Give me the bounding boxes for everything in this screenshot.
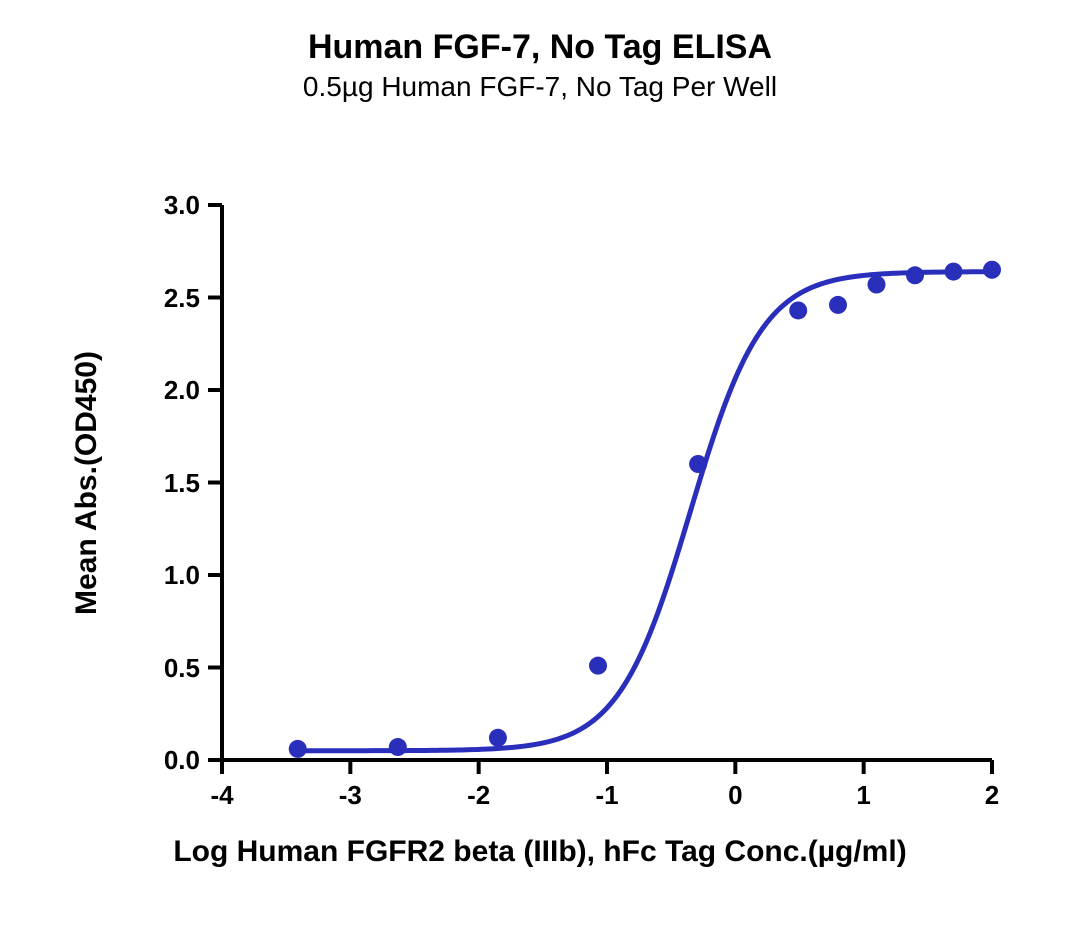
y-axis-label: Mean Abs.(OD450) [70,351,104,615]
data-point [589,657,607,675]
y-tick-label: 3.0 [130,190,200,221]
data-point [983,261,1001,279]
data-point [289,740,307,758]
y-tick-label: 1.5 [130,468,200,499]
data-point [689,455,707,473]
x-tick-label: -3 [310,780,390,811]
x-tick-label: 1 [824,780,904,811]
x-tick-label: 0 [695,780,775,811]
x-tick-label: -1 [567,780,647,811]
x-tick-label: -2 [439,780,519,811]
fit-curve [298,272,992,751]
y-tick-label: 2.5 [130,283,200,314]
x-axis-label: Log Human FGFR2 beta (IIIb), hFc Tag Con… [0,835,1080,869]
data-point [389,738,407,756]
data-point [789,301,807,319]
y-tick-label: 1.0 [130,560,200,591]
data-point [489,729,507,747]
chart-container: Human FGF-7, No Tag ELISA 0.5µg Human FG… [0,0,1080,935]
y-tick-label: 2.0 [130,375,200,406]
x-tick-label: -4 [182,780,262,811]
y-tick-label: 0.0 [130,745,200,776]
data-point [906,266,924,284]
data-point [829,296,847,314]
x-tick-label: 2 [952,780,1032,811]
data-point [945,263,963,281]
y-tick-label: 0.5 [130,653,200,684]
data-point [868,276,886,294]
